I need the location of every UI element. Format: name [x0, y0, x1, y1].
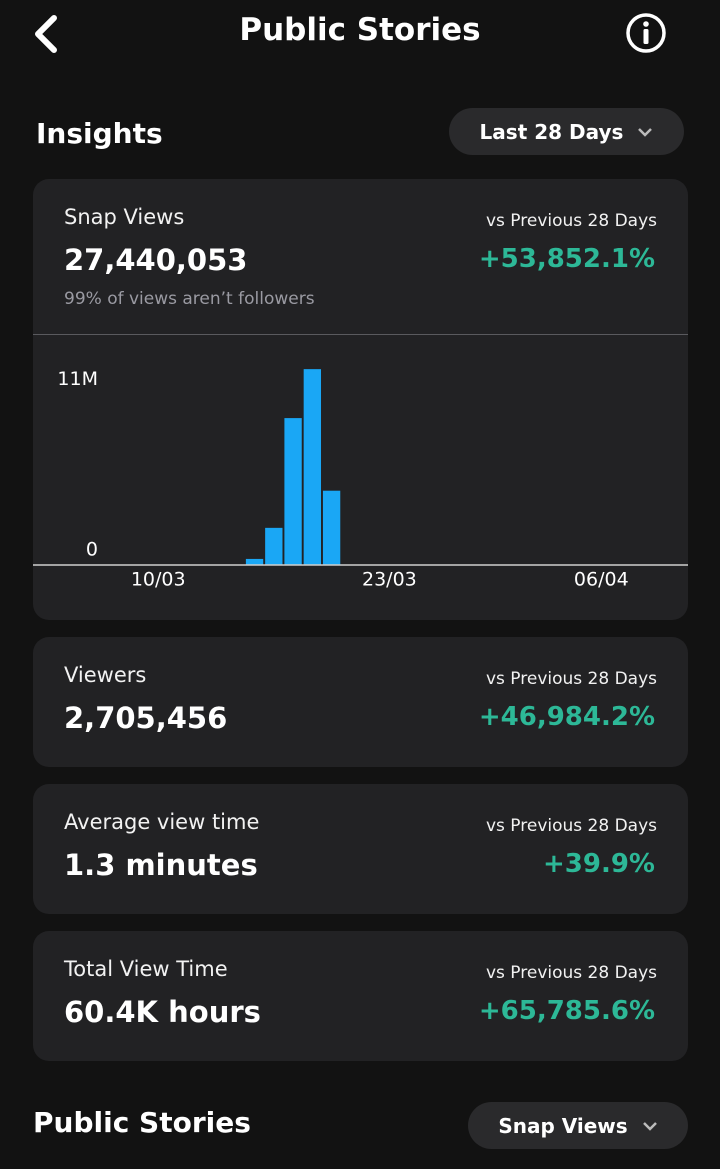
bar — [265, 527, 283, 565]
bar — [245, 558, 264, 565]
x-tick-label: 23/03 — [362, 569, 417, 591]
comparison-label: vs Previous 28 Days — [485, 963, 657, 983]
change-value: +53,852.1% — [478, 244, 655, 274]
metric-label: Total View Time — [64, 957, 228, 981]
comparison-label: vs Previous 28 Days — [485, 211, 657, 231]
change-value: +39.9% — [543, 849, 655, 879]
sort-dropdown[interactable]: Snap Views — [468, 1102, 688, 1149]
y-tick-label: 11M — [57, 368, 98, 390]
metric-card: Snap Views 27,440,053 99% of views aren’t … — [33, 179, 688, 620]
metric-value: 2,705,456 — [64, 701, 228, 735]
chevron — [642, 1121, 657, 1131]
metric-card: Average view time 1.3 minutes vs Previous … — [33, 784, 688, 914]
page-title: Public Stories — [239, 12, 481, 48]
metric-value: 1.3 minutes — [64, 848, 258, 882]
metric-label: Snap Views — [64, 205, 185, 229]
chevron — [638, 127, 653, 137]
x-tick-label: 10/03 — [131, 569, 186, 591]
sort-label: Snap Views — [498, 1113, 628, 1138]
metric-card: Viewers 2,705,456 vs Previous 28 Days +46,9… — [33, 637, 688, 767]
change-value: +65,785.6% — [478, 996, 655, 1026]
bar — [284, 418, 302, 565]
metric-label: Average view time — [64, 810, 260, 834]
range-label: Last 28 Days — [479, 119, 624, 144]
info-button[interactable] — [624, 11, 668, 55]
section-title: Public Stories — [33, 1106, 251, 1139]
metric-note: 99% of views aren’t followers — [64, 289, 315, 309]
metric-value: 60.4K hours — [64, 995, 261, 1029]
change-value: +46,984.2% — [478, 702, 655, 732]
comparison-label: vs Previous 28 Days — [485, 669, 657, 689]
back-button[interactable] — [28, 12, 64, 56]
metric-card: Total View Time 60.4K hours vs Previous 28… — [33, 931, 688, 1061]
metric-label: Viewers — [64, 663, 147, 687]
range-dropdown[interactable]: Last 28 Days — [449, 108, 684, 155]
bar — [322, 490, 341, 565]
comparison-label: vs Previous 28 Days — [485, 816, 657, 836]
section-title: Insights — [36, 117, 163, 150]
y-tick-label: 0 — [86, 539, 98, 561]
x-tick-label: 06/04 — [574, 569, 629, 591]
divider — [33, 334, 688, 335]
bar — [303, 369, 322, 565]
chart: 0 11M 10/03 23/03 06/04 — [33, 368, 688, 591]
metric-value: 27,440,053 — [64, 243, 248, 277]
